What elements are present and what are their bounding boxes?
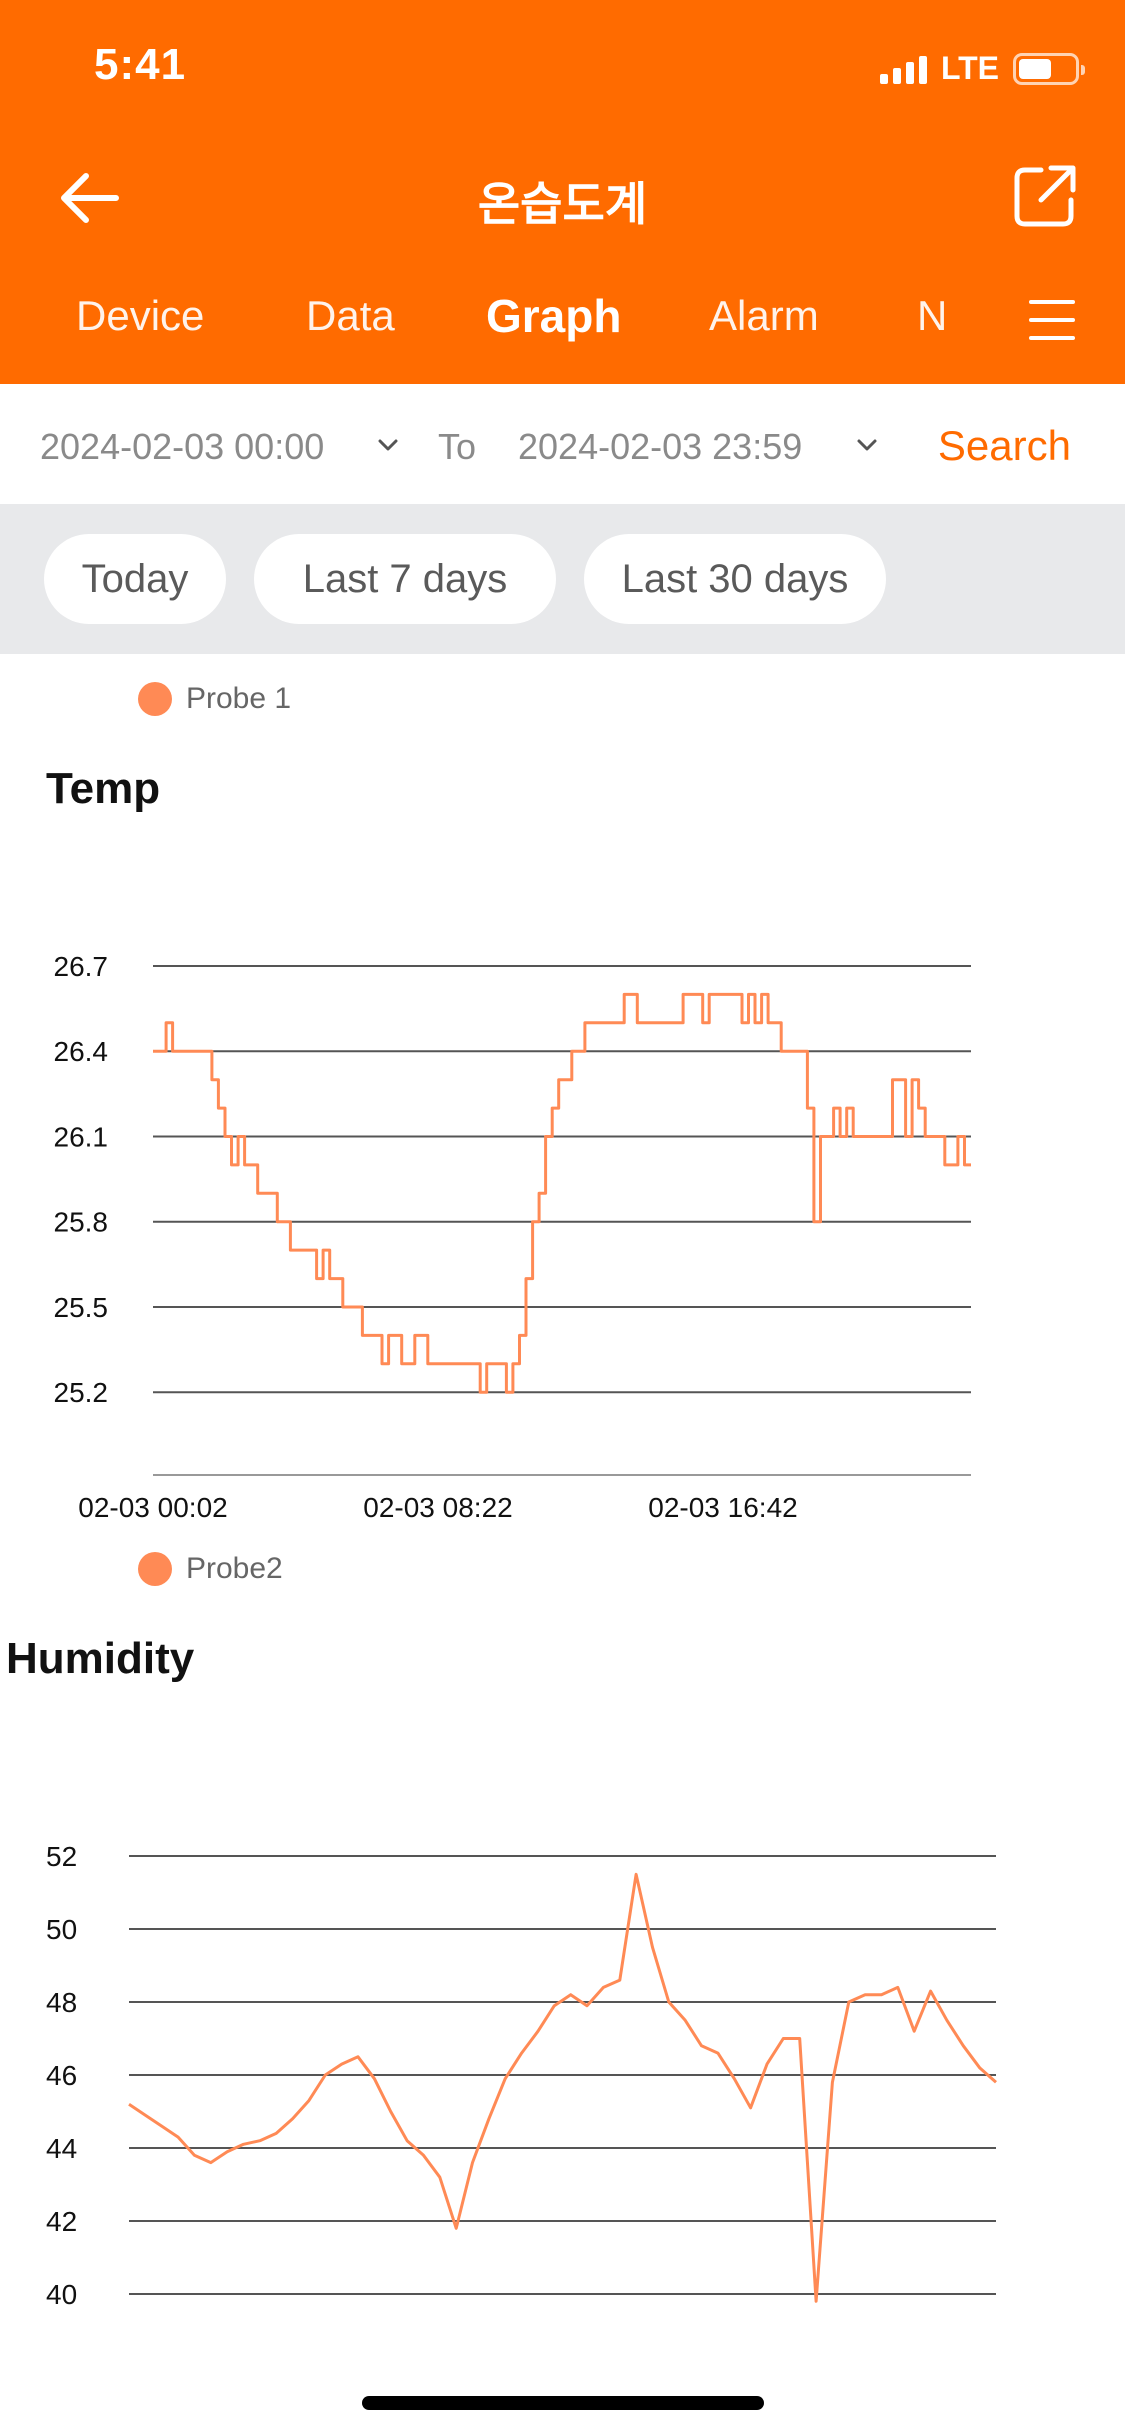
tab-graph[interactable]: Graph: [486, 290, 622, 342]
status-indicators: LTE: [879, 50, 1085, 87]
y-tick-label: 26.4: [54, 1036, 109, 1067]
series-line: [128, 1872, 997, 2303]
last-7-days-button[interactable]: Last 7 days: [254, 534, 556, 624]
chevron-down-icon[interactable]: [856, 434, 878, 456]
x-tick-label: 02-03 00:02: [78, 1492, 227, 1523]
tab-device[interactable]: Device: [76, 292, 205, 339]
humidity-legend: Probe2: [138, 1552, 283, 1586]
temp-legend: Probe 1: [138, 682, 291, 716]
back-arrow-icon[interactable]: [56, 168, 128, 228]
y-tick-label: 26.7: [54, 951, 109, 982]
humidity-chart-title: Humidity: [6, 1634, 195, 1683]
external-share-icon[interactable]: [1011, 162, 1079, 230]
series-line: [153, 992, 971, 1394]
chevron-down-icon[interactable]: [377, 434, 399, 456]
signal-icon: [879, 54, 927, 84]
legend-dot: [138, 1552, 172, 1586]
tab-alarm[interactable]: Alarm: [709, 292, 819, 339]
y-tick-label: 46: [46, 2060, 77, 2091]
app-header: 5:41 LTE 온습도계 Device Data Graph Alarm N: [0, 0, 1125, 384]
legend-label: Probe2: [186, 1552, 283, 1585]
y-tick-label: 25.2: [54, 1377, 109, 1408]
tab-data[interactable]: Data: [306, 292, 395, 339]
quick-range-bar: Today Last 7 days Last 30 days: [0, 504, 1125, 654]
y-tick-label: 48: [46, 1987, 77, 2018]
y-tick-label: 40: [46, 2279, 77, 2310]
y-tick-label: 25.8: [54, 1207, 109, 1238]
tab-n-truncated[interactable]: N: [917, 292, 948, 339]
y-tick-label: 50: [46, 1914, 77, 1945]
temp-chart: 26.7 26.4 26.1 25.8 25.5 25.2 02-03 00:02 02-03…: [54, 951, 971, 1523]
page-title: 온습도계: [477, 178, 648, 230]
status-time: 5:41: [94, 40, 187, 89]
humidity-chart: 52 50 48 46 44 42 40: [46, 1841, 997, 2310]
y-tick-label: 52: [46, 1841, 77, 1872]
range-separator: To: [438, 426, 477, 467]
battery-icon: [1013, 52, 1085, 85]
network-label: LTE: [940, 50, 999, 86]
x-tick-label: 02-03 16:42: [648, 1492, 797, 1523]
temp-chart-title: Temp: [46, 764, 161, 813]
tab-bar: Device Data Graph Alarm N: [0, 290, 1125, 362]
search-button[interactable]: Search: [937, 422, 1071, 469]
legend-dot: [138, 682, 172, 716]
end-date-select[interactable]: 2024-02-03 23:59: [518, 426, 803, 467]
legend-label: Probe 1: [186, 682, 292, 715]
y-tick-label: 26.1: [54, 1121, 109, 1152]
start-date-select[interactable]: 2024-02-03 00:00: [40, 426, 325, 467]
home-indicator: [362, 2396, 764, 2410]
y-tick-label: 44: [46, 2133, 77, 2164]
y-tick-label: 42: [46, 2206, 77, 2237]
today-button[interactable]: Today: [44, 534, 226, 624]
last-30-days-button[interactable]: Last 30 days: [584, 534, 886, 624]
y-tick-label: 25.5: [54, 1292, 109, 1323]
date-range-bar: 2024-02-03 00:00 To 2024-02-03 23:59 Sea…: [0, 384, 1125, 504]
x-tick-label: 02-03 08:22: [363, 1492, 512, 1523]
hamburger-menu-icon[interactable]: [1029, 300, 1075, 344]
